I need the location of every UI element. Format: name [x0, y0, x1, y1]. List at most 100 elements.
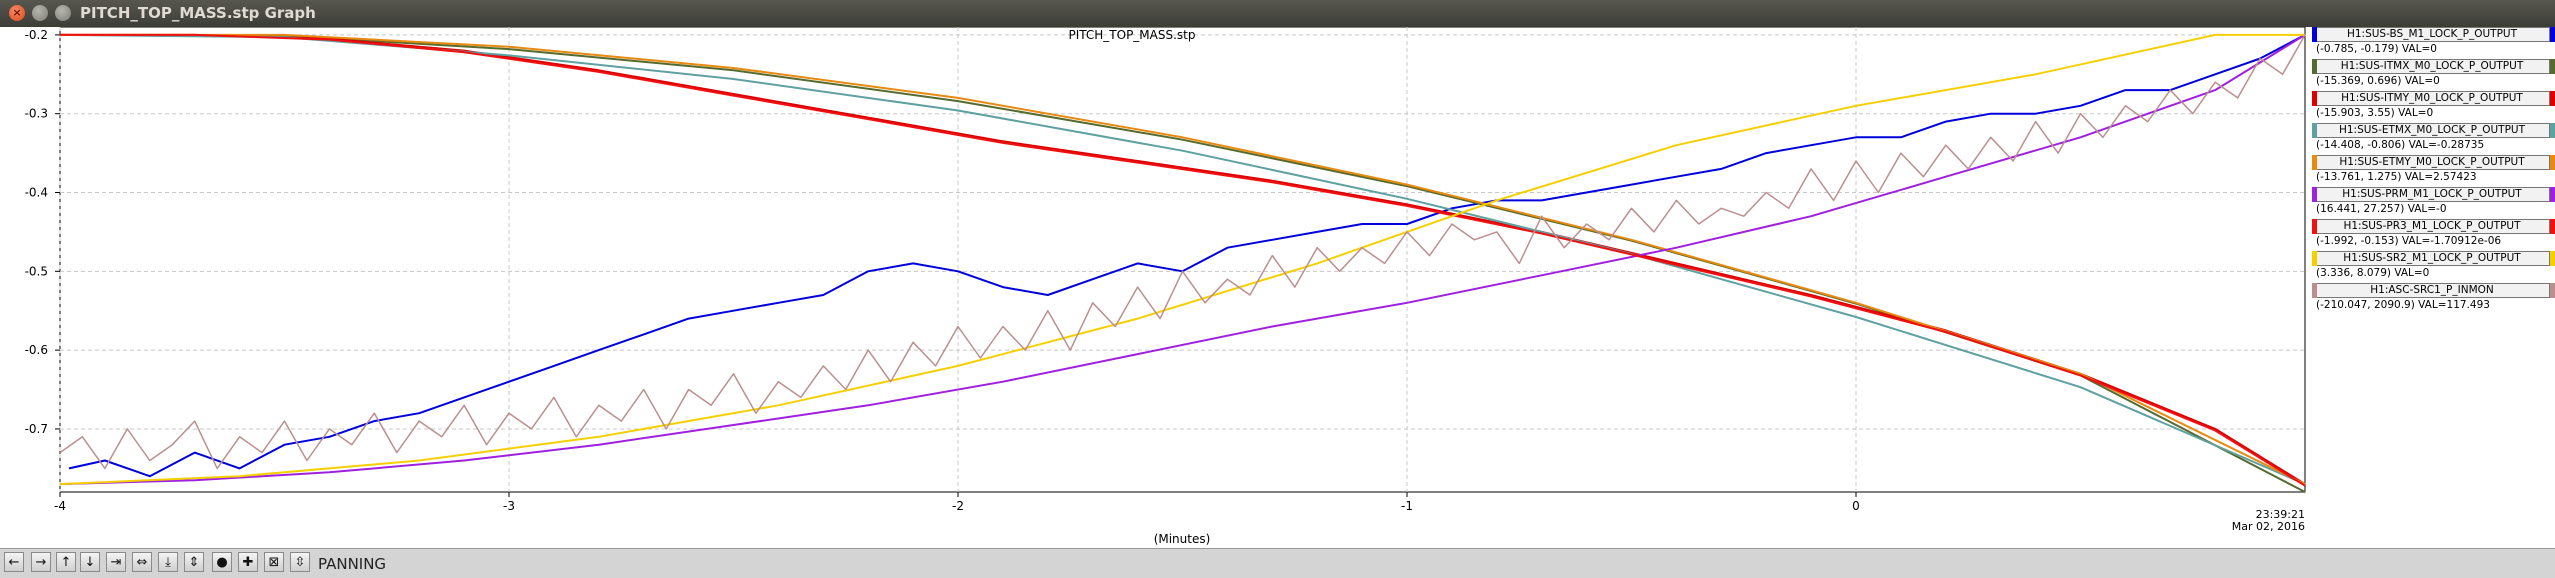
fit-view-button[interactable]: ⊠ [264, 552, 284, 572]
chart-title: PITCH_TOP_MASS.stp [1068, 28, 1195, 42]
series-line-4 [60, 33, 2306, 485]
legend-entry[interactable]: H1:SUS-SR2_M1_LOCK_P_OUTPUT (3.336, 8.079… [2312, 251, 2555, 283]
close-window-button[interactable]: × [9, 5, 25, 21]
legend-series-value: (-210.047, 2090.9) VAL=117.493 [2316, 298, 2490, 312]
x-tick-label: 0 [1852, 499, 1860, 513]
legend-val: VAL=-0 [2407, 203, 2447, 215]
legend-swatch [2550, 251, 2555, 266]
expand-vertical-button[interactable]: ⇕ [184, 552, 204, 572]
shrink-horizontal-button[interactable]: ⇥ [106, 552, 126, 572]
legend-range: (-14.408, -0.806) [2316, 139, 2406, 151]
auto-scale-button[interactable]: ⇳ [290, 552, 310, 572]
legend-val: VAL=0 [2394, 267, 2430, 279]
reset-zoom-button[interactable]: ● [212, 552, 232, 572]
y-tick-label: -0.6 [25, 343, 48, 357]
series-line-1 [59, 33, 2306, 493]
legend-series-value: (3.336, 8.079) VAL=0 [2316, 266, 2429, 280]
legend-swatch [2550, 219, 2555, 234]
legend-swatch [2312, 91, 2317, 106]
legend-range: (-0.785, -0.179) [2316, 43, 2399, 55]
legend-series-name[interactable]: H1:SUS-ETMY_M0_LOCK_P_OUTPUT [2314, 155, 2550, 170]
legend-val: VAL=117.493 [2418, 299, 2490, 311]
legend-entry[interactable]: H1:SUS-ITMY_M0_LOCK_P_OUTPUT (-15.903, 3.… [2312, 91, 2555, 123]
series-line-0 [68, 34, 2306, 478]
legend: H1:SUS-BS_M1_LOCK_P_OUTPUT (-0.785, -0.17… [2312, 27, 2555, 315]
legend-range: (-15.903, 3.55) [2316, 107, 2395, 119]
legend-series-name[interactable]: H1:ASC-SRC1_P_INMON [2314, 283, 2550, 298]
pan-right-button[interactable]: → [31, 552, 51, 572]
pan-up-button[interactable]: ↑ [56, 552, 76, 572]
legend-series-name[interactable]: H1:SUS-PRM_M1_LOCK_P_OUTPUT [2314, 187, 2550, 202]
window-titlebar: × PITCH_TOP_MASS.stp Graph [0, 0, 2555, 28]
legend-swatch [2312, 283, 2317, 298]
legend-range: (-210.047, 2090.9) [2316, 299, 2415, 311]
legend-range: (-13.761, 1.275) [2316, 171, 2402, 183]
end-date-label: Mar 02, 2016 [2232, 520, 2305, 533]
series-lines [59, 33, 2306, 493]
legend-swatch [2312, 59, 2317, 74]
plot-area-border [59, 27, 2306, 493]
legend-swatch [2550, 27, 2555, 42]
grid-lines [59, 27, 2305, 492]
x-tick-label: -2 [952, 499, 964, 513]
legend-swatch [2312, 251, 2317, 266]
legend-swatch [2550, 155, 2555, 170]
legend-swatch [2312, 27, 2317, 42]
zoom-in-button[interactable]: ✚ [238, 552, 258, 572]
legend-series-value: (-0.785, -0.179) VAL=0 [2316, 42, 2437, 56]
legend-range: (-15.369, 0.696) [2316, 75, 2402, 87]
legend-val: VAL=0 [2398, 107, 2434, 119]
legend-swatch [2550, 59, 2555, 74]
y-tick-label: -0.3 [25, 107, 48, 121]
end-time-label: 23:39:21 [2256, 508, 2305, 521]
x-axis-label: (Minutes) [1154, 532, 1211, 546]
minimize-window-button[interactable] [32, 5, 48, 21]
y-tick-label: -0.2 [25, 28, 48, 42]
legend-entry[interactable]: H1:SUS-ETMY_M0_LOCK_P_OUTPUT (-13.761, 1.… [2312, 155, 2555, 187]
toolbar: ← → ↑ ↓ ⇥ ⇔ ⤓ ⇕ ● ✚ ⊠ ⇳ PANNING [0, 548, 2555, 578]
legend-series-name[interactable]: H1:SUS-ITMY_M0_LOCK_P_OUTPUT [2314, 91, 2550, 106]
legend-range: (-1.992, -0.153) [2316, 235, 2399, 247]
pan-left-button[interactable]: ← [4, 552, 24, 572]
legend-swatch [2312, 219, 2317, 234]
legend-val: VAL=-0.28735 [2408, 139, 2485, 151]
mode-label: PANNING [318, 555, 387, 573]
series-line-8 [59, 34, 2306, 470]
shrink-vertical-button[interactable]: ⤓ [158, 552, 178, 572]
legend-val: VAL=2.57423 [2404, 171, 2477, 183]
legend-series-name[interactable]: H1:SUS-SR2_M1_LOCK_P_OUTPUT [2314, 251, 2550, 266]
pan-down-button[interactable]: ↓ [80, 552, 100, 572]
strip-chart[interactable]: -0.2 -0.3 -0.4 -0.5 -0.6 -0.7 -4 -3 -2 -1 0 PITCH_… [0, 27, 2312, 548]
legend-series-value: (-1.992, -0.153) VAL=-1.70912e-06 [2316, 234, 2501, 248]
window-title: PITCH_TOP_MASS.stp Graph [80, 4, 316, 22]
legend-swatch [2550, 123, 2555, 138]
y-tick-label: -0.5 [25, 264, 48, 278]
legend-entry[interactable]: H1:SUS-BS_M1_LOCK_P_OUTPUT (-0.785, -0.17… [2312, 27, 2555, 59]
legend-swatch [2312, 155, 2317, 170]
legend-swatch [2550, 283, 2555, 298]
legend-swatch [2550, 187, 2555, 202]
legend-series-name[interactable]: H1:SUS-ITMX_M0_LOCK_P_OUTPUT [2314, 59, 2550, 74]
legend-val: VAL=0 [2404, 75, 2440, 87]
x-tick-label: -4 [54, 499, 66, 513]
legend-entry[interactable]: H1:SUS-ETMX_M0_LOCK_P_OUTPUT (-14.408, -0… [2312, 123, 2555, 155]
x-tick-label: -3 [503, 499, 515, 513]
y-tick-label: -0.4 [25, 186, 48, 200]
legend-entry[interactable]: H1:SUS-ITMX_M0_LOCK_P_OUTPUT (-15.369, 0.… [2312, 59, 2555, 91]
legend-series-name[interactable]: H1:SUS-BS_M1_LOCK_P_OUTPUT [2314, 27, 2550, 42]
expand-horizontal-button[interactable]: ⇔ [132, 552, 152, 572]
series-line-6 [60, 33, 2306, 487]
legend-swatch [2550, 91, 2555, 106]
legend-series-name[interactable]: H1:SUS-ETMX_M0_LOCK_P_OUTPUT [2314, 123, 2550, 138]
series-line-5 [59, 34, 2306, 486]
legend-entry[interactable]: H1:SUS-PR3_M1_LOCK_P_OUTPUT (-1.992, -0.1… [2312, 219, 2555, 251]
maximize-window-button[interactable] [55, 5, 71, 21]
plot-panel[interactable]: -0.2 -0.3 -0.4 -0.5 -0.6 -0.7 -4 -3 -2 -1 0 PITCH_… [0, 27, 2555, 548]
legend-entry[interactable]: H1:ASC-SRC1_P_INMON (-210.047, 2090.9) VA… [2312, 283, 2555, 315]
legend-series-value: (-15.903, 3.55) VAL=0 [2316, 106, 2433, 120]
legend-range: (16.441, 27.257) [2316, 203, 2405, 215]
legend-series-value: (16.441, 27.257) VAL=-0 [2316, 202, 2447, 216]
legend-series-name[interactable]: H1:SUS-PR3_M1_LOCK_P_OUTPUT [2314, 219, 2550, 234]
legend-entry[interactable]: H1:SUS-PRM_M1_LOCK_P_OUTPUT (16.441, 27.2… [2312, 187, 2555, 219]
axis-labels: -0.2 -0.3 -0.4 -0.5 -0.6 -0.7 -4 -3 -2 -1 0 [25, 28, 1860, 513]
